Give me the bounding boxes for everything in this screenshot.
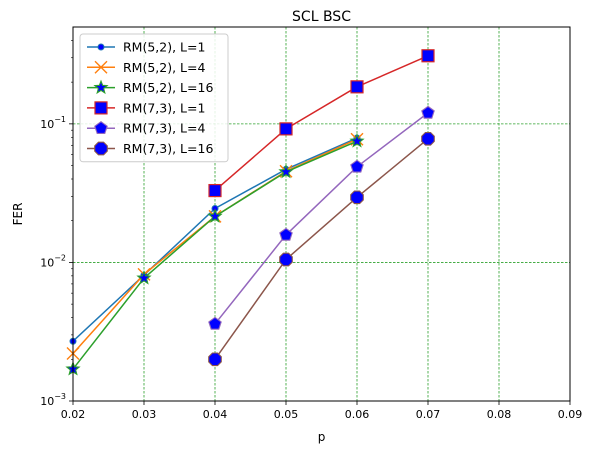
legend-marker	[94, 60, 108, 74]
legend-label: RM(5,2), L=16	[123, 80, 213, 95]
y-axis-label: FER	[11, 203, 25, 226]
series-line	[214, 138, 429, 360]
legend-label: RM(5,2), L=4	[123, 60, 205, 75]
x-axis-label: p	[318, 430, 326, 444]
data-point	[208, 183, 222, 198]
y-tick-label: 10−2	[40, 253, 66, 269]
data-point	[279, 227, 293, 241]
legend-item: RM(7,3), L=16	[87, 141, 213, 156]
series-line	[214, 112, 429, 325]
data-point	[421, 49, 435, 63]
legend-marker	[94, 141, 108, 156]
x-axis: 0.02 0.03 0.04 0.05 0.06 0.07 0.08 0.09	[61, 401, 583, 421]
data-point	[421, 131, 435, 146]
legend-item: RM(7,3), L=4	[87, 121, 205, 136]
x-tick-label: 0.02	[61, 408, 86, 421]
legend-label: RM(7,3), L=16	[123, 141, 213, 156]
series-3	[65, 133, 365, 376]
series-5	[208, 105, 435, 330]
data-point	[207, 208, 223, 223]
series-line	[214, 55, 429, 192]
legend-box	[79, 33, 229, 163]
legend-label: RM(5,2), L=1	[123, 40, 205, 55]
data-point	[279, 122, 293, 136]
y-tick-label: 10−1	[40, 115, 66, 131]
x-tick-label: 0.08	[487, 408, 512, 421]
y-axis: 10−3 10−2 10−1	[40, 40, 73, 408]
x-tick-label: 0.05	[274, 408, 299, 421]
x-tick-label: 0.06	[345, 408, 370, 421]
series-4	[208, 49, 435, 198]
data-point	[208, 352, 222, 367]
x-tick-label: 0.04	[203, 408, 228, 421]
x-tick-label: 0.03	[132, 408, 157, 421]
series-6	[208, 131, 435, 367]
legend-item: RM(5,2), L=1	[87, 40, 205, 55]
series-layer	[65, 49, 435, 376]
y-tick-label: 10−3	[40, 392, 66, 408]
data-point	[278, 163, 294, 179]
data-point	[136, 270, 152, 285]
data-point	[349, 133, 365, 148]
legend-marker	[93, 79, 109, 95]
legend-label: RM(7,3), L=1	[123, 100, 205, 115]
data-point	[279, 252, 293, 267]
chart-title: SCL BSC	[292, 9, 351, 25]
legend-marker	[94, 121, 108, 135]
legend: RM(5,2), L=1 RM(5,2), L=4 RM(5,2), L=16 RM(…	[79, 33, 229, 163]
plot-frame	[72, 26, 571, 402]
data-point	[350, 159, 364, 173]
x-tick-label: 0.07	[416, 408, 441, 421]
legend-marker	[97, 43, 105, 51]
legend-label: RM(7,3), L=4	[123, 121, 205, 136]
data-point	[350, 190, 364, 205]
legend-item: RM(5,2), L=4	[87, 60, 205, 75]
x-tick-label: 0.09	[558, 408, 583, 421]
data-point	[208, 316, 222, 330]
legend-item: RM(7,3), L=1	[87, 100, 205, 115]
legend-marker	[94, 101, 108, 115]
data-point	[350, 80, 364, 94]
legend-item: RM(5,2), L=16	[87, 79, 213, 95]
data-point	[421, 105, 435, 119]
